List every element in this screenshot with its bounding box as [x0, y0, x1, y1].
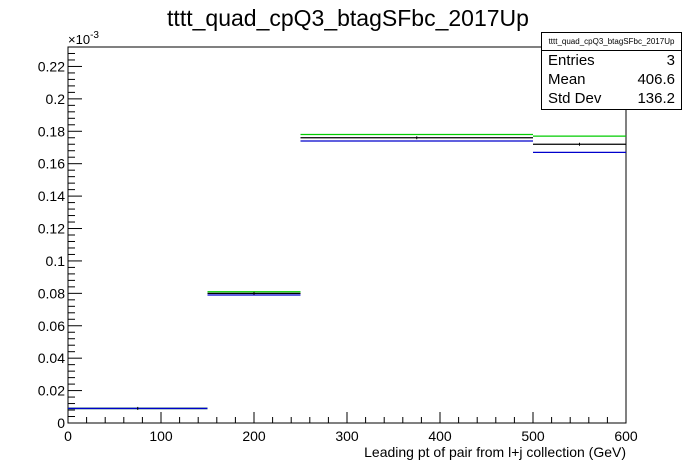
x-tick-label: 600	[614, 428, 638, 444]
y-tick-label: 0.08	[38, 285, 65, 301]
x-tick-label: 500	[521, 428, 545, 444]
y-tick-label: 0	[57, 415, 65, 431]
y-tick-label: 0.06	[38, 318, 65, 334]
x-tick-label: 0	[64, 428, 72, 444]
x-tick-label: 200	[242, 428, 266, 444]
stats-title: tttt_quad_cpQ3_btagSFbc_2017Up	[542, 33, 681, 51]
stats-value: 136.2	[637, 90, 675, 107]
y-tick-label: 0.02	[38, 383, 65, 399]
y-tick-label: 0.1	[46, 253, 66, 269]
x-tick-label: 400	[428, 428, 452, 444]
chart-title: tttt_quad_cpQ3_btagSFbc_2017Up	[167, 5, 529, 31]
plot-area: 0 100 200 300 400 500 600 0 0.02 0.04 0.06 0.08 0.1 0…	[38, 46, 638, 444]
y-tick-label: 0.14	[38, 188, 65, 204]
x-tick-label: 300	[335, 428, 359, 444]
stats-row-mean: Mean 406.6	[542, 70, 681, 89]
y-tick-label: 0.22	[38, 58, 65, 74]
y-tick-label: 0.04	[38, 350, 65, 366]
stats-box: tttt_quad_cpQ3_btagSFbc_2017Up Entries 3…	[541, 32, 682, 110]
y-tick-label: 0.16	[38, 156, 65, 172]
stats-value: 3	[666, 52, 675, 69]
stats-row-entries: Entries 3	[542, 51, 681, 70]
stats-label: Std Dev	[548, 90, 602, 107]
y-tick-label: 0.2	[46, 91, 66, 107]
x-tick-label: 100	[149, 428, 173, 444]
stats-label: Entries	[548, 52, 595, 69]
y-tick-label: 0.12	[38, 221, 65, 237]
stats-row-stddev: Std Dev 136.2	[542, 89, 681, 108]
y-multiplier: ×10-3	[68, 30, 99, 47]
stats-label: Mean	[548, 71, 586, 88]
stats-value: 406.6	[637, 71, 675, 88]
y-tick-label: 0.18	[38, 123, 65, 139]
x-axis-label: Leading pt of pair from l+j collection (…	[364, 444, 626, 460]
